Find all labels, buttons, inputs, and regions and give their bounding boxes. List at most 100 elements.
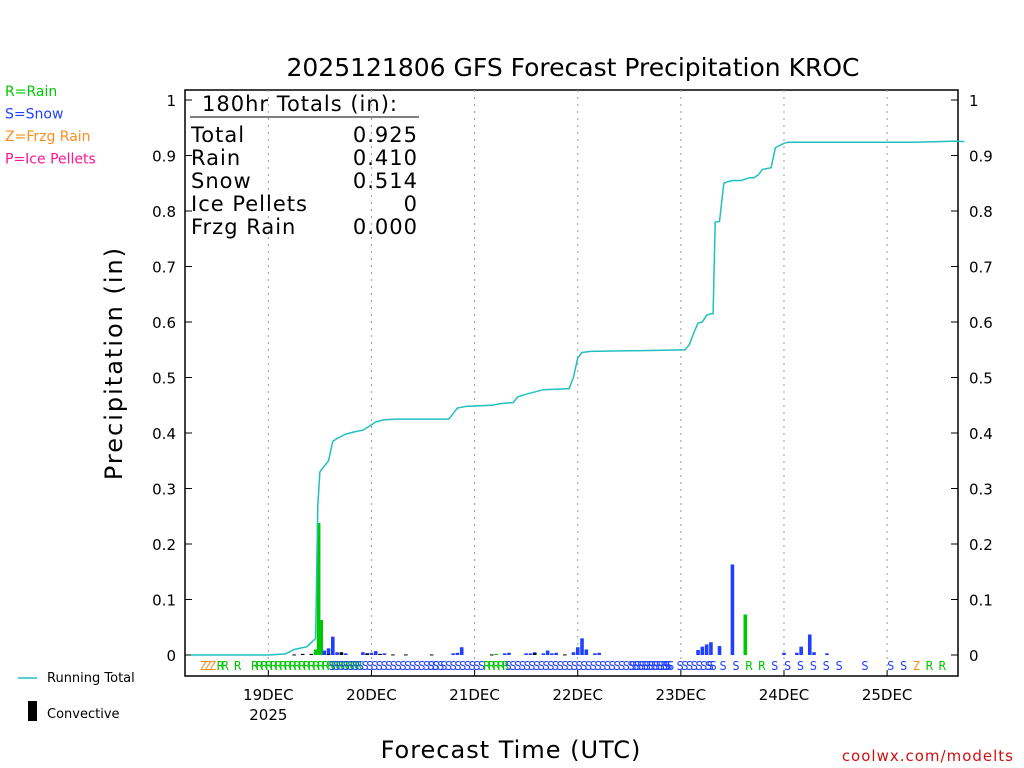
y-tick-label: 0.1: [152, 592, 176, 610]
totals-label: Rain: [191, 146, 241, 170]
y-tick-label: 0.4: [152, 425, 176, 443]
snow-bar: [580, 638, 584, 655]
convective-bar: [326, 653, 331, 655]
snow-bar: [825, 653, 829, 655]
snow-bar: [584, 649, 589, 655]
y-tick-label: 0.7: [969, 259, 993, 277]
ptype-marker: SSSSSSSS: [677, 659, 717, 673]
convective-bar: [300, 653, 305, 655]
y-tick-label: 0: [969, 647, 979, 665]
convective-bar: [378, 653, 382, 655]
ptype-marker: RRRRRRRRRRRRRRRRRRRRRRR: [251, 659, 363, 673]
snow-bar: [326, 648, 331, 655]
y-tick-label: 0.4: [969, 425, 993, 443]
snow-bar: [369, 652, 374, 655]
y-tick-label: 0.5: [969, 370, 993, 388]
convective-bar: [429, 654, 434, 656]
convective-bar: [292, 654, 296, 656]
snow-bar: [382, 653, 387, 655]
ptype-marker: S: [797, 659, 804, 673]
x-tick-sublabel: 2025: [249, 706, 287, 724]
convective-bar: [489, 654, 494, 656]
snow-bar: [704, 644, 709, 655]
rain-bar: [494, 653, 498, 655]
line-legend: Running Total Convective: [18, 671, 135, 722]
ptype-legend-item: S=Snow: [5, 107, 63, 123]
snow-bar: [554, 652, 559, 655]
ptype-marker: R: [926, 659, 934, 673]
snow-bar: [541, 653, 546, 655]
ptype-marker: SSSSSSSSSSSSSSSSSSSSSSSS: [329, 659, 445, 673]
convective-swatch: [28, 701, 37, 721]
ptype-marker: RRRRR: [483, 659, 510, 673]
ptype-marker: SSSSSSSSS: [629, 659, 674, 673]
totals-value: 0.000: [353, 215, 418, 239]
x-axis: 19DEC 2025 20DEC 21DEC 22DEC 23DEC 24DEC 25DEC: [243, 670, 912, 724]
ptype-legend-item: R=Rain: [5, 84, 57, 100]
ptype-legend-item: Z=Frzg Rain: [5, 129, 91, 145]
snow-bar: [571, 652, 576, 655]
totals-label: Frzg Rain: [191, 215, 296, 239]
snow-bar: [502, 653, 507, 655]
line-legend-label: Convective: [47, 707, 120, 722]
snow-bar: [575, 647, 580, 655]
rain-bar: [313, 649, 318, 655]
y-axis-label: Precipitation (in): [100, 246, 128, 480]
ptype-marker: R: [234, 659, 242, 673]
ptype-marker: RR: [217, 659, 230, 673]
running-total-line-group: [191, 140, 965, 656]
y-tick-label: 0.3: [152, 481, 176, 499]
running-total-line: [191, 140, 965, 656]
y-tick-label: 0.2: [969, 536, 993, 554]
snow-bar: [361, 652, 365, 655]
y-tick-label: 0: [166, 647, 176, 665]
y-tick-label: 0.8: [152, 203, 176, 221]
totals-box: 180hr Totals (in): Total 0.925 Rain 0.410 Sn…: [190, 92, 419, 239]
snow-bar: [331, 636, 335, 655]
y-tick-label: 0.2: [152, 536, 176, 554]
y-tick-label: 0.9: [152, 148, 176, 166]
ptype-legend: R=Rain S=Snow Z=Frzg Rain P=Ice Pellets: [5, 84, 96, 168]
snow-bar: [322, 650, 327, 655]
snow-bar: [335, 652, 339, 655]
x-tick-label: 24DEC: [759, 686, 810, 704]
y-tick-label: 0.7: [152, 259, 176, 277]
rain-bar: [316, 522, 321, 655]
convective-bar: [404, 654, 408, 656]
x-tick-label: 25DEC: [862, 686, 913, 704]
convective-bar: [391, 654, 395, 656]
ptype-marker: S: [836, 659, 843, 673]
y-axis-left: 0 0.1 0.2 0.3 0.4 0.5 0.6 0.7 0.8 0.9 1: [152, 92, 192, 665]
ptype-marker: S: [900, 659, 907, 673]
y-tick-label: 0.9: [969, 148, 993, 166]
snow-bar: [717, 646, 722, 655]
rain-bar: [743, 614, 748, 655]
credit-text: coolwx.com/modelts: [842, 747, 1014, 765]
ptype-marker: S: [732, 659, 739, 673]
totals-title: 180hr Totals (in):: [202, 92, 398, 116]
ptype-marker: Z: [913, 659, 920, 673]
snow-bar: [455, 652, 460, 655]
snow-bar: [545, 650, 550, 655]
convective-bar: [309, 653, 314, 655]
x-tick-label: 20DEC: [346, 686, 397, 704]
y-tick-label: 0.3: [969, 481, 993, 499]
snow-bar: [550, 653, 554, 655]
snow-bar: [709, 642, 713, 655]
snow-bar: [524, 653, 528, 655]
y-tick-label: 0.8: [969, 203, 993, 221]
snow-bar: [782, 652, 786, 655]
totals-value: 0.410: [353, 146, 418, 170]
ptype-strip: ZZZ RR R RRRRRRRRRRRRRRRRRRRRRRRSSSSSSSSSSS…: [200, 659, 950, 673]
snow-bar: [459, 647, 464, 655]
x-tick-label: 22DEC: [552, 686, 603, 704]
y-tick-label: 0.6: [152, 314, 176, 332]
x-tick-label: 19DEC: [243, 686, 294, 704]
ptype-marker: S: [784, 659, 791, 673]
snow-bar: [799, 646, 803, 655]
ptype-marker: R: [939, 659, 947, 673]
ptype-marker: S: [887, 659, 894, 673]
y-tick-label: 1: [969, 92, 979, 110]
convective-bar: [339, 652, 344, 655]
